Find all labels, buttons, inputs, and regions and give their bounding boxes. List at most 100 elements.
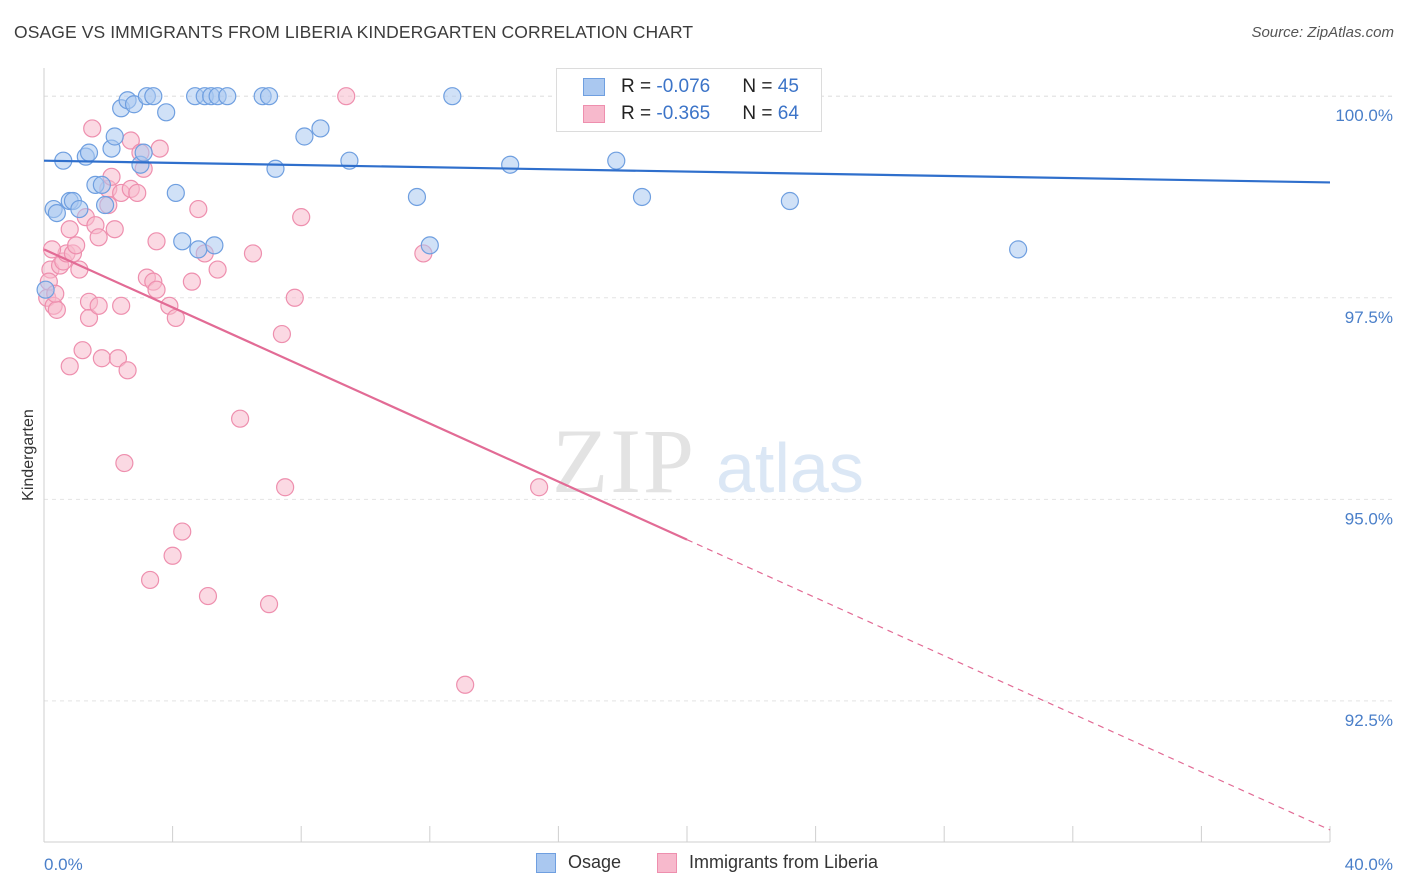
- osage-point: [36, 280, 55, 299]
- legend-n-label: N =: [742, 103, 778, 124]
- osage-point: [443, 87, 462, 106]
- legend-r-value: -0.365: [656, 103, 711, 124]
- osage-point: [70, 199, 89, 219]
- liberia-point: [118, 361, 137, 380]
- series-liberia-points: [38, 87, 549, 694]
- liberia-point: [259, 595, 279, 614]
- osage-point: [173, 232, 192, 251]
- osage-point: [780, 191, 799, 211]
- legend-liberia-label: Immigrants from Liberia: [689, 852, 879, 872]
- osage-point: [95, 195, 115, 215]
- liberia-point: [60, 357, 79, 376]
- osage-point: [166, 183, 185, 203]
- liberia-point: [147, 280, 166, 299]
- liberia-point: [147, 232, 166, 251]
- osage-point: [79, 143, 99, 162]
- osage-point: [407, 187, 427, 207]
- liberia-point: [73, 341, 92, 360]
- osage-point: [259, 87, 279, 106]
- osage-trend-line: [43, 159, 1331, 184]
- legend-osage-label: Osage: [568, 852, 622, 872]
- liberia-point: [150, 139, 169, 158]
- liberia-point: [530, 478, 549, 497]
- liberia-point: [128, 183, 147, 203]
- liberia-point: [285, 288, 304, 307]
- liberia-point: [92, 349, 111, 368]
- liberia-point: [173, 522, 192, 541]
- liberia-point: [208, 260, 227, 279]
- liberia-point: [140, 570, 160, 590]
- liberia-point: [83, 119, 102, 138]
- legend-n-label: N =: [742, 76, 778, 97]
- legend-r-label: R =: [621, 103, 657, 124]
- liberia-point: [198, 586, 218, 606]
- correlation-legend: R = -0.076 N = 45 R = -0.365 N = 64: [556, 68, 822, 132]
- x-tick-label: 40.0%: [1345, 855, 1393, 874]
- y-tick-label: 92.5%: [1345, 711, 1393, 730]
- watermark-atlas: atlas: [716, 429, 864, 507]
- axes: [43, 68, 1331, 843]
- legend-r-label: R =: [621, 76, 657, 97]
- osage-point: [218, 87, 237, 106]
- liberia-point: [231, 409, 250, 428]
- osage-point: [189, 240, 208, 259]
- liberia-point: [108, 349, 128, 368]
- osage-point: [205, 236, 224, 255]
- osage-point: [607, 151, 626, 170]
- chart-source: Source: ZipAtlas.com: [1251, 24, 1394, 41]
- chart-title: OSAGE VS IMMIGRANTS FROM LIBERIA KINDERG…: [14, 22, 694, 42]
- osage-point: [266, 159, 285, 178]
- liberia-point: [42, 240, 62, 259]
- x-tick-label: 0.0%: [44, 855, 83, 874]
- osage-point: [105, 127, 124, 146]
- liberia-point: [89, 296, 108, 315]
- liberia-point: [115, 453, 134, 473]
- liberia-trend-line: [43, 248, 688, 541]
- watermark: ZIP atlas: [552, 410, 864, 512]
- osage-point: [311, 119, 330, 138]
- liberia-point: [60, 220, 79, 239]
- gridlines: [44, 95, 1392, 702]
- liberia-point: [112, 296, 131, 315]
- osage-point: [632, 187, 652, 207]
- osage-point: [92, 175, 111, 194]
- y-tick-label: 100.0%: [1335, 106, 1393, 125]
- liberia-point: [272, 324, 292, 344]
- tick-labels: 100.0% 97.5% 95.0% 92.5% 0.0% 40.0%: [44, 106, 1393, 874]
- liberia-point: [105, 220, 124, 239]
- trend-lines: [43, 159, 1331, 831]
- osage-point: [144, 87, 163, 106]
- liberia-point: [79, 308, 99, 328]
- liberia-point: [182, 272, 201, 291]
- liberia-point: [292, 208, 311, 227]
- watermark-zip: ZIP: [552, 410, 696, 512]
- series-osage-points: [36, 87, 1028, 299]
- legend-row-liberia: R = -0.365 N = 64: [557, 101, 799, 127]
- osage-swatch: [583, 78, 605, 96]
- legend-n-value: 64: [777, 103, 799, 124]
- liberia-swatch: [583, 105, 605, 123]
- legend-item-osage[interactable]: Osage: [536, 852, 621, 873]
- series-legend: Osage Immigrants from Liberia: [0, 852, 1406, 878]
- liberia-point: [163, 546, 182, 565]
- liberia-swatch: [657, 852, 677, 873]
- osage-point: [47, 203, 66, 223]
- osage-point: [501, 155, 520, 174]
- osage-point: [157, 103, 176, 122]
- osage-point: [1009, 240, 1028, 259]
- osage-point: [295, 127, 314, 146]
- legend-r-value: -0.076: [656, 76, 711, 97]
- liberia-point: [89, 228, 108, 247]
- liberia-point: [189, 199, 208, 219]
- liberia-point: [47, 300, 66, 319]
- liberia-point: [276, 478, 295, 497]
- legend-item-liberia[interactable]: Immigrants from Liberia: [657, 852, 878, 873]
- liberia-point: [243, 244, 263, 263]
- legend-n-value: 45: [777, 76, 799, 97]
- liberia-trend-extension: [686, 539, 1331, 831]
- osage-point: [134, 143, 153, 162]
- y-tick-label: 97.5%: [1345, 308, 1393, 327]
- y-tick-label: 95.0%: [1345, 509, 1393, 528]
- legend-row-osage: R = -0.076 N = 45: [557, 74, 799, 100]
